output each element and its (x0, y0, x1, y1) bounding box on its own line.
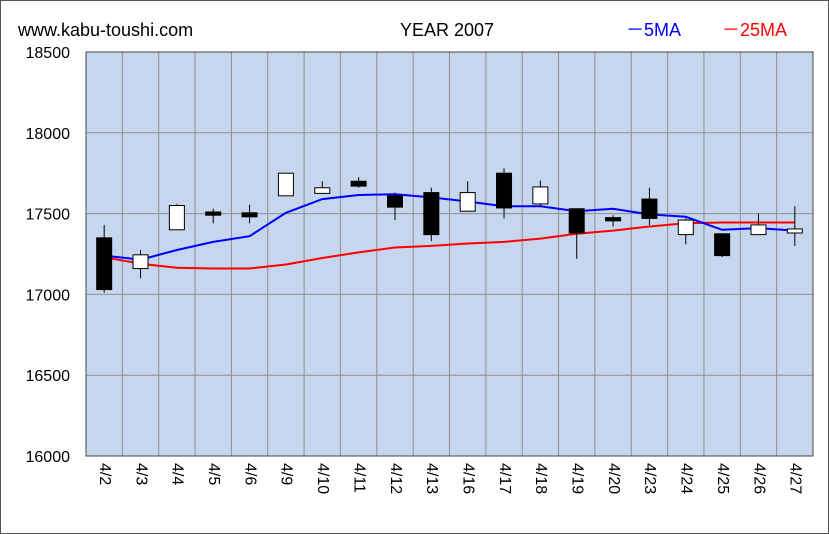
y-tick-label: 18000 (26, 126, 71, 143)
candle (205, 208, 222, 224)
candle (532, 180, 549, 207)
candle (132, 249, 149, 279)
candle (641, 187, 658, 225)
candle (568, 208, 585, 259)
candle-body (277, 172, 294, 197)
candle (96, 224, 113, 293)
y-tick-label: 16500 (26, 368, 71, 385)
candle (168, 203, 185, 231)
y-tick-label: 18500 (26, 45, 71, 62)
candle-body (96, 237, 113, 291)
y-axis-ticks: 18500 18000 17500 17000 16500 16000 (26, 45, 71, 466)
candle-body (568, 208, 585, 234)
x-tick-label: 4/27 (787, 463, 804, 494)
candle-body (459, 192, 476, 212)
candle (677, 218, 694, 245)
x-tick-label: 4/13 (423, 463, 440, 494)
candle-body (714, 233, 731, 257)
x-tick-label: 4/25 (714, 463, 731, 494)
candle (241, 204, 258, 224)
x-tick-label: 4/12 (387, 463, 404, 494)
x-tick-label: 4/18 (532, 463, 549, 494)
x-tick-label: 4/2 (96, 463, 113, 485)
candle-body (205, 211, 222, 216)
candle (459, 181, 476, 212)
candle-body (677, 219, 694, 236)
x-tick-label: 4/4 (169, 463, 186, 485)
candle-body (241, 212, 258, 218)
x-tick-label: 4/16 (459, 463, 476, 494)
candle (750, 213, 767, 236)
candle (496, 168, 513, 219)
candle-body (496, 172, 513, 209)
x-tick-label: 4/20 (605, 463, 622, 494)
candles (96, 168, 803, 293)
x-tick-label: 4/11 (350, 463, 367, 493)
x-tick-label: 4/9 (278, 463, 295, 485)
candle (386, 192, 403, 221)
candle-body (605, 217, 622, 222)
x-axis-ticks: 4/2 4/3 4/4 4/5 4/6 4/9 4/10 4/11 4/12 4/13 4/16 4/… (96, 463, 804, 494)
candle (277, 172, 294, 197)
candle-body (132, 254, 149, 270)
site-title: www.kabu-toushi.com (17, 20, 193, 40)
x-tick-label: 4/17 (496, 463, 513, 494)
x-tick-label: 4/3 (132, 463, 149, 485)
ma5-line (104, 193, 795, 261)
grid-lines (86, 52, 813, 456)
y-tick-label: 17000 (26, 287, 71, 304)
x-tick-label: 4/23 (641, 463, 658, 494)
candle-body (168, 205, 185, 231)
legend-ma25: －25MA (722, 20, 787, 40)
candle-body (423, 192, 440, 236)
candle (350, 177, 367, 188)
legend-ma5: －5MA (626, 20, 681, 40)
x-tick-label: 4/5 (205, 463, 222, 485)
candle (605, 215, 622, 227)
y-tick-label: 16000 (26, 449, 71, 466)
candle (423, 187, 440, 242)
candle (714, 233, 731, 258)
x-tick-label: 4/10 (314, 463, 331, 494)
plot-border (85, 51, 814, 457)
candle-body (750, 224, 767, 236)
y-tick-label: 17500 (26, 207, 71, 224)
candle-body (641, 198, 658, 219)
candle-body (314, 187, 331, 194)
x-tick-label: 4/19 (568, 463, 585, 494)
x-tick-label: 4/26 (750, 463, 767, 494)
ma5-series (104, 193, 795, 261)
candle-body (350, 180, 367, 187)
candle-body (786, 228, 803, 234)
candle (314, 181, 331, 194)
candle-body (532, 186, 549, 205)
x-tick-label: 4/6 (241, 463, 258, 485)
chart-title: YEAR 2007 (400, 20, 494, 40)
candle (786, 206, 803, 246)
x-tick-label: 4/24 (678, 463, 695, 494)
candle-body (386, 195, 403, 208)
